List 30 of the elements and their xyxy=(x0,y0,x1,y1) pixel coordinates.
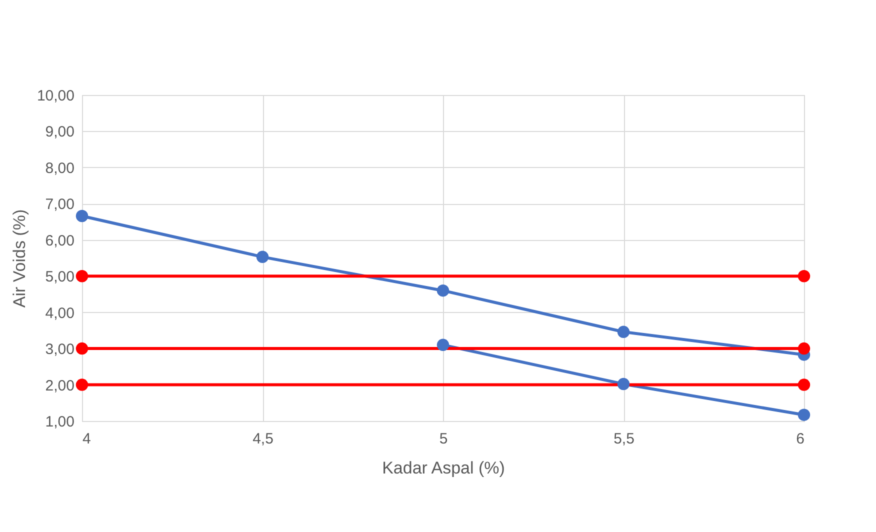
point xyxy=(798,378,810,391)
x-tick-label: 4,5 xyxy=(252,430,274,448)
x-tick-label: 5 xyxy=(439,430,448,448)
point xyxy=(256,250,269,264)
x-tick-label: 4 xyxy=(82,430,91,448)
point xyxy=(436,338,450,352)
point xyxy=(436,284,450,297)
y-axis-title: Air Voids (%) xyxy=(10,209,29,308)
point xyxy=(798,408,810,421)
point xyxy=(617,378,630,390)
y-tick-label: 10,00 xyxy=(36,88,74,104)
y-tick-label: 3,00 xyxy=(45,341,74,358)
point xyxy=(76,378,88,391)
x-tick-label: 6 xyxy=(796,430,804,448)
y-tick-label: 1,00 xyxy=(45,414,74,430)
y-tick-label: 9,00 xyxy=(45,124,74,141)
point xyxy=(617,326,630,338)
x-axis-title: Kadar Aspal (%) xyxy=(382,458,505,478)
x-tick-label: 5,5 xyxy=(614,430,634,448)
y-tick-label: 7,00 xyxy=(45,196,74,214)
point xyxy=(76,270,88,282)
y-tick-label: 6,00 xyxy=(45,232,74,250)
point xyxy=(76,342,88,355)
point xyxy=(798,342,810,355)
y-tick-label: 8,00 xyxy=(45,160,74,177)
point xyxy=(798,270,810,282)
y-tick-label: 5,00 xyxy=(45,268,74,286)
point xyxy=(76,210,88,222)
y-tick-label: 2,00 xyxy=(45,377,74,394)
y-tick-label: 4,00 xyxy=(45,304,74,322)
